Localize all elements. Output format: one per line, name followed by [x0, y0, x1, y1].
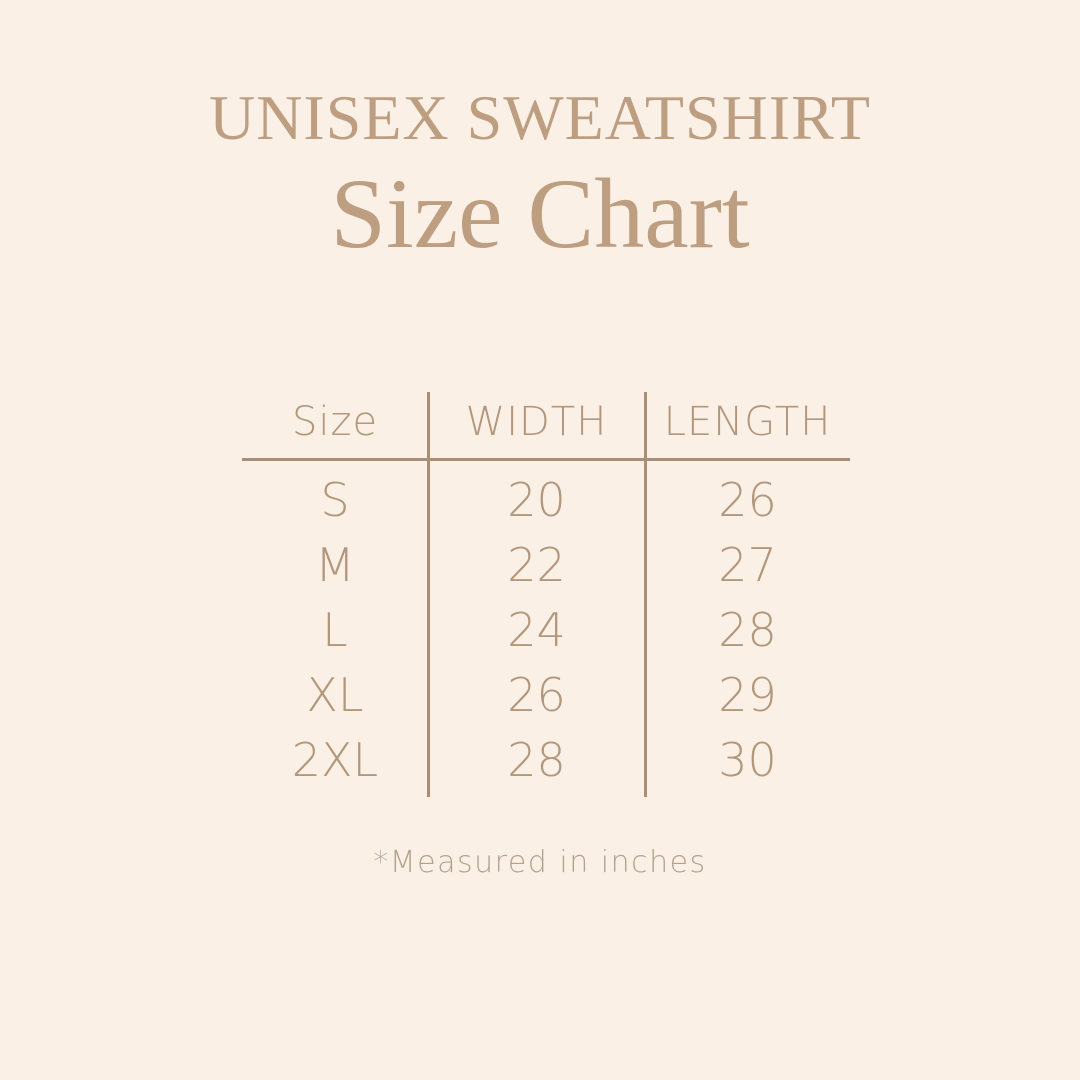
- table-divider-vertical-1: [427, 392, 430, 797]
- size-table-body: S 20 26 M 22 27 L 24 28 XL 26 29 2XL 28 …: [242, 467, 850, 792]
- size-cell: M: [315, 537, 355, 592]
- width-cell: 26: [507, 667, 566, 722]
- width-cell: 22: [507, 537, 566, 592]
- size-cell: 2XL: [291, 732, 379, 787]
- table-header-row: Size WIDTH LENGTH: [242, 385, 850, 458]
- length-cell: 26: [718, 472, 777, 527]
- column-header-size: Size: [291, 398, 379, 445]
- length-cell: 29: [718, 667, 777, 722]
- length-cell: 27: [718, 537, 777, 592]
- length-cell: 30: [718, 732, 777, 787]
- table-divider-vertical-2: [644, 392, 647, 797]
- column-header-length: LENGTH: [663, 398, 832, 445]
- length-cell: 28: [718, 602, 777, 657]
- size-cell: XL: [306, 667, 364, 722]
- size-cell: S: [320, 472, 350, 527]
- width-cell: 24: [507, 602, 566, 657]
- width-cell: 28: [507, 732, 566, 787]
- product-title: UNISEX SWEATSHIRT: [208, 82, 872, 153]
- measurement-note: *Measured in inches: [373, 845, 707, 880]
- width-cell: 20: [507, 472, 566, 527]
- size-cell: L: [322, 602, 348, 657]
- column-header-width: WIDTH: [465, 398, 608, 445]
- table-divider-horizontal: [242, 458, 850, 461]
- page-title: Size Chart: [330, 158, 750, 269]
